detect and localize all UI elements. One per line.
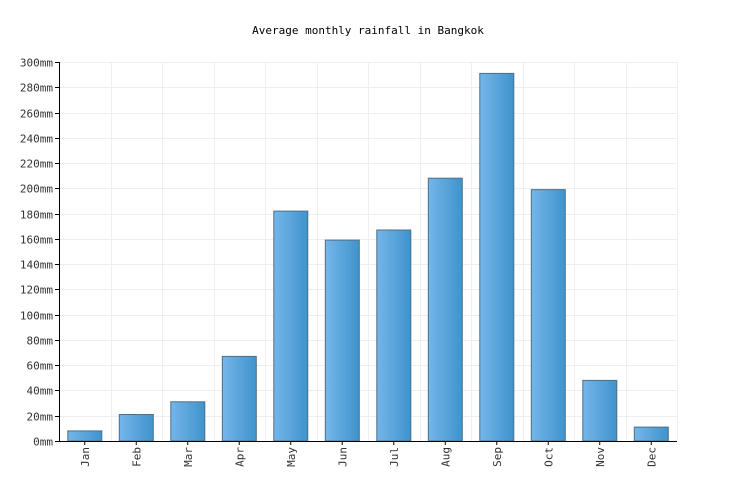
y-tick-label: 280mm	[20, 82, 53, 95]
x-tick-label: Apr	[233, 447, 246, 467]
y-tick-label: 300mm	[20, 57, 53, 70]
bar-aug	[427, 177, 463, 442]
bar-layer	[67, 72, 669, 442]
x-tick-label: Nov	[594, 447, 607, 467]
axis-layer	[55, 62, 677, 445]
bar-sep	[479, 72, 515, 442]
label-layer: 0mm 20mm 40mm 60mm 80mm 100mm 120mm 140mm 160mm 1…	[20, 57, 658, 467]
y-tick-label: 100mm	[20, 310, 53, 323]
x-tick-label: Dec	[645, 447, 658, 467]
grid-layer	[59, 62, 678, 442]
x-tick-label: Mar	[182, 447, 195, 467]
x-tick-label: Aug	[439, 447, 452, 467]
bar-apr	[221, 355, 257, 442]
x-tick-label: Jan	[79, 447, 92, 467]
y-tick-label: 120mm	[20, 284, 53, 297]
bar-jul	[376, 229, 412, 442]
y-tick-label: 20mm	[27, 411, 54, 424]
bar-dec	[633, 426, 669, 442]
bar-may	[273, 210, 309, 442]
chart-title: Average monthly rainfall in Bangkok	[252, 24, 484, 37]
bar-feb	[118, 414, 154, 442]
x-tick-label: Feb	[130, 447, 143, 467]
y-tick-label: 260mm	[20, 108, 53, 121]
bar-mar	[170, 401, 206, 442]
bar-oct	[530, 189, 566, 442]
x-tick-label: May	[285, 447, 298, 467]
y-tick-label: 180mm	[20, 209, 53, 222]
x-tick-label: Sep	[491, 447, 504, 467]
y-tick-label: 200mm	[20, 183, 53, 196]
y-tick-label: 60mm	[27, 360, 54, 373]
y-tick-label: 160mm	[20, 234, 53, 247]
x-tick-label: Jul	[388, 447, 401, 467]
bar-nov	[582, 379, 618, 442]
bar-jan	[67, 430, 103, 442]
y-tick-label: 140mm	[20, 259, 53, 272]
y-tick-label: 40mm	[27, 385, 54, 398]
y-tick-label: 80mm	[27, 335, 54, 348]
y-tick-label: 240mm	[20, 133, 53, 146]
bar-jun	[324, 239, 360, 442]
x-tick-label: Jun	[336, 447, 349, 467]
y-tick-label: 220mm	[20, 158, 53, 171]
x-tick-label: Oct	[542, 447, 555, 467]
y-tick-label: 0mm	[33, 436, 53, 449]
